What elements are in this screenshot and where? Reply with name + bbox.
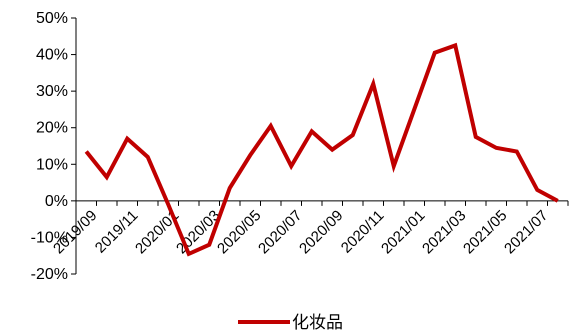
y-tick-label: 40%: [36, 47, 68, 64]
data-point: [125, 137, 129, 141]
series-layer: [84, 42, 560, 257]
data-point: [166, 203, 170, 207]
x-tick-label: 2020/11: [338, 207, 388, 257]
data-point: [248, 153, 252, 157]
data-point: [371, 82, 375, 86]
data-point: [494, 146, 498, 150]
data-point: [474, 135, 478, 139]
y-axis: -20% -10% 0% 10% 20% 30% 40% 50%: [31, 10, 77, 283]
data-point: [330, 148, 334, 152]
x-tick-label: 2019/11: [92, 207, 142, 257]
data-point: [535, 188, 539, 192]
legend-label: 化妆品: [292, 313, 343, 333]
data-point: [556, 199, 560, 203]
data-point: [433, 51, 437, 55]
data-point: [84, 149, 88, 153]
data-point: [105, 175, 109, 179]
data-point: [351, 133, 355, 137]
data-point: [310, 129, 314, 133]
data-point: [146, 155, 150, 159]
data-point: [412, 107, 416, 111]
x-tick-label: 2020/09: [296, 207, 346, 257]
x-tick-label: 2020/07: [255, 207, 305, 257]
data-point: [187, 252, 191, 256]
x-tick-label: 2021/07: [501, 207, 551, 257]
legend: 化妆品: [238, 313, 343, 333]
x-tick-label: 2021/05: [460, 207, 510, 257]
y-tick-label: 0%: [45, 193, 68, 210]
data-point: [515, 149, 519, 153]
data-point: [453, 43, 457, 47]
y-tick-label: 20%: [36, 120, 68, 137]
y-tick-label: 10%: [36, 156, 68, 173]
y-tick-label: -20%: [31, 266, 68, 283]
y-tick-label: 30%: [36, 83, 68, 100]
series-line: [84, 42, 559, 257]
data-point: [269, 124, 273, 128]
x-tick-label: 2021/03: [419, 207, 469, 257]
y-tick-label: 50%: [36, 10, 68, 27]
data-point: [392, 164, 396, 168]
y-tick-label: -10%: [31, 229, 68, 246]
data-point: [289, 164, 293, 168]
x-axis: 2019/092019/112020/012020/032020/052020/…: [50, 200, 569, 257]
data-point: [207, 243, 211, 247]
x-tick-label: 2020/01: [132, 207, 182, 257]
data-point: [228, 186, 232, 190]
x-tick-label: 2021/01: [378, 207, 428, 257]
